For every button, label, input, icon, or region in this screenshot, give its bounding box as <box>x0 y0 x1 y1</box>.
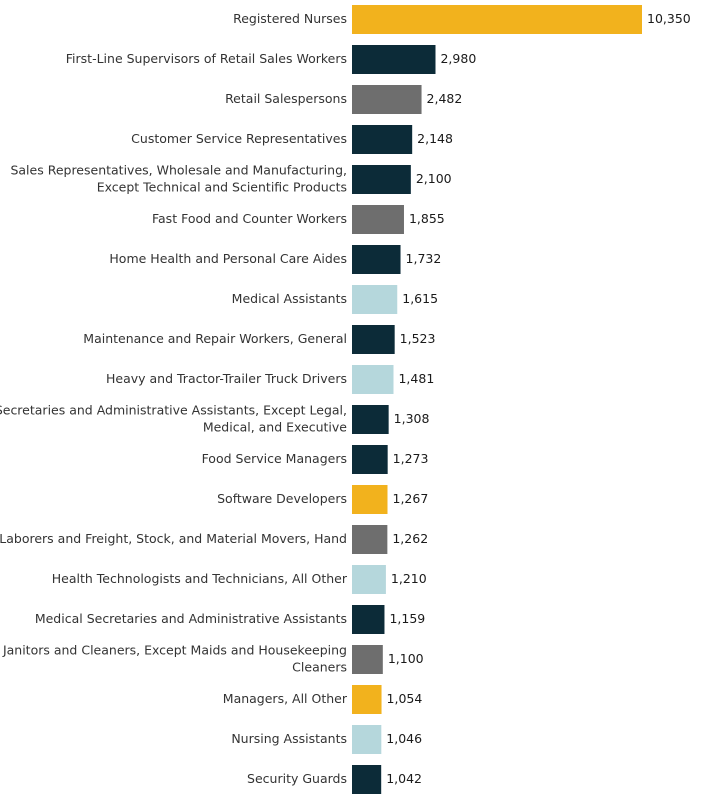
bar <box>352 685 382 714</box>
category-label: Home Health and Personal Care Aides <box>109 251 347 266</box>
category-label: Security Guards <box>247 771 347 786</box>
bar-row: Medical Secretaries and Administrative A… <box>35 605 425 634</box>
category-label: Medical, and Executive <box>203 420 347 435</box>
bar-row: Fast Food and Counter Workers 1,855 <box>152 205 445 234</box>
value-label: 2,980 <box>440 51 476 66</box>
category-label: Except Technical and Scientific Products <box>97 180 347 195</box>
bar <box>352 645 383 674</box>
bar-row: Health Technologists and Technicians, Al… <box>52 565 427 594</box>
value-label: 1,100 <box>388 651 424 666</box>
category-label: Sales Representatives, Wholesale and Man… <box>10 163 347 178</box>
category-label: Retail Salespersons <box>225 91 347 106</box>
bar <box>352 405 389 434</box>
bar-row: Customer Service Representatives 2,148 <box>131 125 453 154</box>
bar <box>352 165 411 194</box>
bar <box>352 445 388 474</box>
value-label: 1,159 <box>389 611 425 626</box>
category-label: Medical Assistants <box>232 291 347 306</box>
bar <box>352 525 388 554</box>
value-label: 1,262 <box>392 531 428 546</box>
value-label: 2,482 <box>427 91 463 106</box>
bar-row: Managers, All Other 1,054 <box>223 685 423 714</box>
category-label: Laborers and Freight, Stock, and Materia… <box>0 531 347 546</box>
value-label: 1,046 <box>386 731 422 746</box>
value-label: 1,273 <box>393 451 429 466</box>
value-label: 1,042 <box>386 771 422 786</box>
bar-row: Registered Nurses 10,350 <box>233 5 691 34</box>
bar-row: Sales Representatives, Wholesale and Man… <box>10 163 451 195</box>
category-label: Janitors and Cleaners, Except Maids and … <box>2 643 347 658</box>
category-label: First-Line Supervisors of Retail Sales W… <box>66 51 347 66</box>
bar <box>352 485 388 514</box>
category-label: Health Technologists and Technicians, Al… <box>52 571 348 586</box>
value-label: 1,308 <box>394 411 430 426</box>
bar <box>352 45 436 74</box>
bar <box>352 5 642 34</box>
bar <box>352 245 401 274</box>
bar-row: Security Guards 1,042 <box>247 765 422 794</box>
bar-row: Janitors and Cleaners, Except Maids and … <box>2 643 424 675</box>
value-label: 1,054 <box>387 691 423 706</box>
category-label: Fast Food and Counter Workers <box>152 211 347 226</box>
bar <box>352 725 382 754</box>
bar-row: Nursing Assistants 1,046 <box>231 725 422 754</box>
category-label: Maintenance and Repair Workers, General <box>83 331 347 346</box>
bar <box>352 765 382 794</box>
category-label: Managers, All Other <box>223 691 348 706</box>
bar <box>352 605 385 634</box>
bar-row: Software Developers 1,267 <box>217 485 428 514</box>
bar <box>352 85 422 114</box>
bar <box>352 125 413 154</box>
bar <box>352 565 386 594</box>
value-label: 1,615 <box>402 291 438 306</box>
category-label: Food Service Managers <box>202 451 347 466</box>
category-label: Software Developers <box>217 491 347 506</box>
value-label: 2,148 <box>417 131 453 146</box>
bar-row: Retail Salespersons 2,482 <box>225 85 462 114</box>
category-label: Customer Service Representatives <box>131 131 347 146</box>
bar <box>352 365 394 394</box>
category-label: Registered Nurses <box>233 11 347 26</box>
category-label: Cleaners <box>292 660 347 675</box>
value-label: 1,210 <box>391 571 427 586</box>
value-label: 1,267 <box>393 491 429 506</box>
category-label: Heavy and Tractor-Trailer Truck Drivers <box>106 371 347 386</box>
bar-row: First-Line Supervisors of Retail Sales W… <box>66 45 476 74</box>
bar <box>352 285 398 314</box>
bar-row: Food Service Managers 1,273 <box>202 445 429 474</box>
bar-row: Laborers and Freight, Stock, and Materia… <box>0 525 428 554</box>
category-label: Medical Secretaries and Administrative A… <box>35 611 347 626</box>
category-label: Secretaries and Administrative Assistant… <box>0 403 347 418</box>
bar-row: Heavy and Tractor-Trailer Truck Drivers 1… <box>106 365 434 394</box>
value-label: 2,100 <box>416 171 452 186</box>
value-label: 10,350 <box>647 11 691 26</box>
bar <box>352 205 404 234</box>
bar <box>352 325 395 354</box>
value-label: 1,481 <box>398 371 434 386</box>
bar-row: Medical Assistants 1,615 <box>232 285 438 314</box>
bar-row: Maintenance and Repair Workers, General 1… <box>83 325 435 354</box>
value-label: 1,732 <box>406 251 442 266</box>
category-label: Nursing Assistants <box>231 731 347 746</box>
value-label: 1,523 <box>400 331 436 346</box>
bar-row: Home Health and Personal Care Aides 1,732 <box>109 245 441 274</box>
value-label: 1,855 <box>409 211 445 226</box>
bar-row: Secretaries and Administrative Assistant… <box>0 403 429 435</box>
